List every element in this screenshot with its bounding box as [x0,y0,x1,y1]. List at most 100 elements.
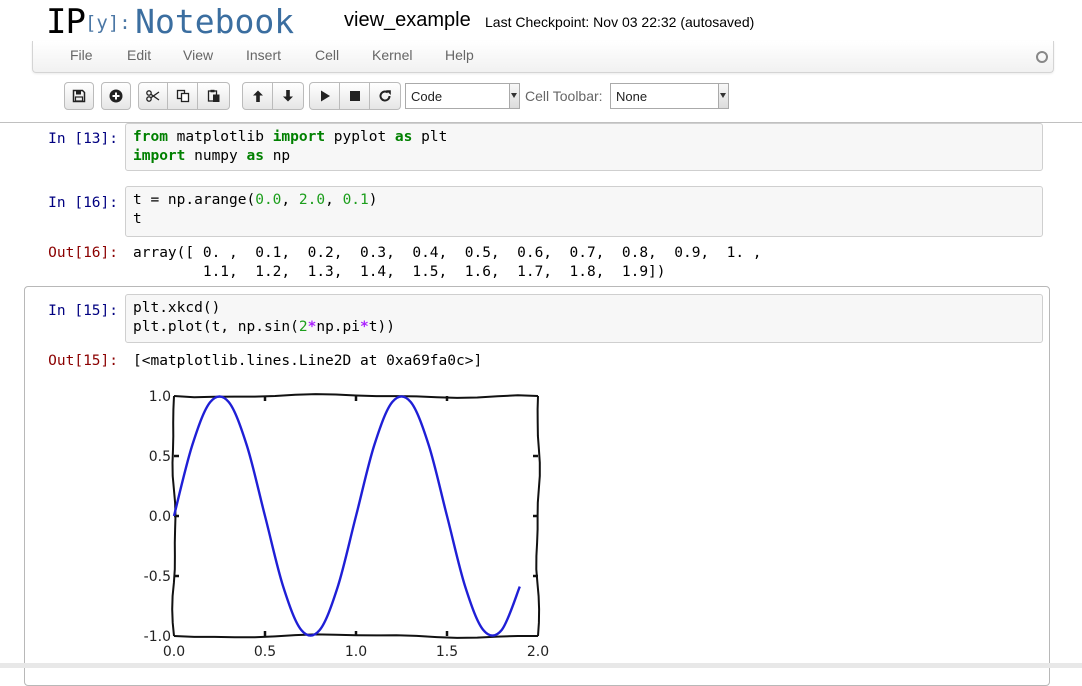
plus-circle-icon [109,89,123,103]
output-prompt: Out[16]: [48,245,118,261]
code-operator: * [307,319,317,335]
cell-type-value: Code [411,89,443,104]
arrow-up-icon [252,90,263,102]
logo-y-text: [y]: [84,12,131,34]
input-prompt: In [15]: [48,303,118,319]
code-keyword: import [272,129,326,145]
code-line: from matplotlib import pyplot as plt [133,128,1035,147]
menu-view[interactable]: View [183,47,214,63]
menubar: File Edit View Insert Cell Kernel Help [32,41,1054,73]
code-line: t [133,210,1035,229]
code-number: 0.1 [342,192,369,208]
cut-icon [146,90,160,102]
interrupt-kernel-button[interactable] [340,82,370,110]
y-tick-label: 0.5 [149,449,171,465]
y-tick-label: 1.0 [149,389,171,405]
x-tick-label: 0.5 [254,644,276,660]
notebook-area: In [13]: from matplotlib import pyplot a… [0,123,1082,686]
y-tick-label: -1.0 [144,629,171,645]
stop-icon [349,91,360,101]
code-token: numpy [185,148,247,164]
save-icon [72,89,86,103]
menu-file[interactable]: File [70,47,93,63]
code-token: ) [368,192,378,208]
code-keyword: from [133,129,168,145]
chevron-down-icon [509,84,519,108]
play-icon [320,90,330,102]
cell-toolbar-label: Cell Toolbar: [525,88,603,104]
notebook-name[interactable]: view_example [344,9,471,31]
code-cell-input[interactable]: plt.xkcd() plt.plot(t, np.sin(2*np.pi*t)) [125,294,1043,343]
paste-button[interactable] [198,82,230,110]
checkpoint-status: Last Checkpoint: Nov 03 22:32 (autosaved… [485,14,755,30]
code-line: plt.xkcd() [133,299,1035,318]
restart-icon [379,90,391,102]
code-cell-input[interactable]: from matplotlib import pyplot as plt impo… [125,123,1043,171]
code-keyword: import [133,148,186,164]
y-tick-label: 0.0 [149,509,171,525]
sine-plot: 0.0 0.5 1.0 1.5 2.0 1.0 0.5 0.0 -0.5 -1.0 [144,389,549,660]
arrow-down-icon [283,90,293,102]
cell-toolbar-select[interactable]: None [610,83,729,109]
x-tick-label: 2.0 [527,644,549,660]
copy-icon [176,89,189,103]
move-down-button[interactable] [273,82,304,110]
code-keyword: as [246,148,264,164]
code-token: t)) [368,319,395,335]
kernel-status-icon [1036,51,1048,63]
move-up-button[interactable] [242,82,273,110]
insert-cell-button[interactable] [101,82,131,110]
y-tick-label: -0.5 [144,569,171,585]
toolbar: Code Cell Toolbar: None [0,72,1082,123]
code-number: 0.0 [255,192,282,208]
code-operator: * [360,319,369,335]
plot-frame-top [173,393,539,399]
menu-cell[interactable]: Cell [315,47,340,63]
cell-output: array([ 0. , 0.1, 0.2, 0.3, 0.4, 0.5, 0.… [133,245,762,280]
cell-toolbar-value: None [616,89,648,104]
code-token: matplotlib [167,129,273,145]
code-token: t = np.arange( [133,192,256,208]
x-tick-label: 0.0 [163,644,185,660]
menu-help[interactable]: Help [445,47,474,63]
code-cell-input[interactable]: t = np.arange(0.0, 2.0, 0.1) t [125,186,1043,237]
logo-notebook-text: Notebook [135,2,295,41]
code-line: import numpy as np [133,147,1035,166]
header: IP[y]: Notebook view_example Last Checkp… [0,0,1082,42]
horizontal-scrollbar[interactable] [0,663,1082,668]
logo-ip-text: IP [46,2,86,42]
code-token: , [325,192,343,208]
input-prompt: In [13]: [48,131,118,147]
code-token: t [133,211,142,227]
chevron-down-icon [718,84,728,108]
paste-icon [207,89,219,102]
cell-type-select[interactable]: Code [405,83,520,109]
code-token: pyplot [325,129,395,145]
ipython-logo[interactable]: IP[y]: Notebook [46,2,294,42]
code-token: plt.xkcd() [133,300,221,316]
code-token: np.pi [316,319,360,335]
save-button[interactable] [64,82,94,110]
code-token: plt [412,129,448,145]
x-tick-label: 1.5 [436,644,458,660]
menu-insert[interactable]: Insert [246,47,282,63]
code-token: np [263,148,291,164]
output-prompt: Out[15]: [48,353,118,369]
cell-output: [<matplotlib.lines.Line2D at 0xa69fa0c>] [133,353,483,369]
code-keyword: as [394,129,413,145]
code-line: t = np.arange(0.0, 2.0, 0.1) [133,191,1035,210]
code-number: 2.0 [298,192,326,208]
x-tick-label: 1.0 [345,644,367,660]
copy-button[interactable] [168,82,198,110]
run-cell-button[interactable] [309,82,340,110]
code-token: plt.plot(t, np.sin( [133,319,299,335]
sine-series-line [172,395,521,637]
code-number: 2 [298,319,308,335]
menu-kernel[interactable]: Kernel [372,47,413,63]
input-prompt: In [16]: [48,195,118,211]
cut-button[interactable] [138,82,168,110]
restart-kernel-button[interactable] [370,82,401,110]
code-line: plt.plot(t, np.sin(2*np.pi*t)) [133,318,1035,337]
menu-edit[interactable]: Edit [127,47,152,63]
code-token: , [281,192,299,208]
